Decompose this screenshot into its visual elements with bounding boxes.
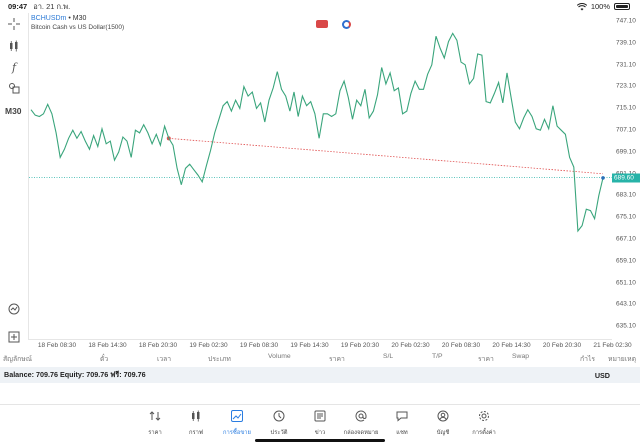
tab-quotes[interactable]: ราคา bbox=[138, 409, 172, 437]
table-column-header[interactable]: Swap bbox=[512, 353, 530, 360]
y-tick-label: 731.10 bbox=[616, 61, 636, 68]
home-indicator bbox=[255, 439, 385, 442]
table-column-header[interactable]: ราคา bbox=[478, 356, 494, 363]
tab-label: กราฟ bbox=[189, 430, 203, 436]
new-order-icon[interactable] bbox=[6, 329, 22, 345]
balance-text: Balance: 709.76 Equity: 709.76 ฟรี: 709.… bbox=[4, 369, 146, 379]
y-tick-label: 699.10 bbox=[616, 148, 636, 156]
one-click-trade-icon[interactable] bbox=[316, 20, 328, 28]
price-axis: 747.10 739.10 731.10 723.10 715.10 707.10 699.… bbox=[612, 13, 640, 340]
indicators-icon[interactable] bbox=[6, 38, 22, 54]
tab-trade[interactable]: การซื้อขาย bbox=[220, 409, 254, 437]
table-column-header[interactable]: T/P bbox=[432, 353, 443, 360]
x-tick-label: 20 Feb 14:30 bbox=[492, 342, 531, 349]
x-tick-label: 18 Feb 14:30 bbox=[88, 342, 127, 349]
y-tick-label: 635.10 bbox=[616, 322, 636, 330]
y-tick-label: 643.10 bbox=[616, 300, 636, 308]
chat-icon bbox=[395, 409, 409, 423]
history-icon bbox=[272, 409, 286, 423]
quick-trade-icon[interactable] bbox=[6, 301, 22, 317]
account-icon bbox=[436, 409, 450, 423]
status-date: อา. 21 ก.พ. bbox=[33, 1, 71, 11]
table-column-header[interactable]: ประเภท bbox=[208, 356, 231, 363]
tab-label: ราคา bbox=[148, 430, 162, 436]
y-tick-label: 659.10 bbox=[616, 257, 636, 265]
y-tick-label: 707.10 bbox=[616, 126, 636, 134]
y-tick-label: 675.10 bbox=[616, 213, 636, 221]
account-summary-row: Balance: 709.76 Equity: 709.76 ฟรี: 709.… bbox=[0, 367, 640, 383]
table-column-header[interactable]: S/L bbox=[383, 353, 394, 360]
settings-icon bbox=[477, 409, 491, 423]
tab-chat[interactable]: แชท bbox=[385, 409, 419, 437]
x-tick-label: 21 Feb 02:30 bbox=[593, 342, 632, 349]
y-tick-label: 715.10 bbox=[616, 104, 636, 112]
candles-icon bbox=[189, 409, 203, 423]
x-tick-label: 19 Feb 02:30 bbox=[189, 342, 228, 349]
y-tick-label: 739.10 bbox=[616, 39, 636, 47]
x-tick-label: 19 Feb 14:30 bbox=[290, 342, 329, 349]
chart-symbol: BCHUSDm bbox=[31, 15, 67, 22]
tab-label: การซื้อขาย bbox=[223, 430, 251, 436]
table-column-header[interactable]: เวลา bbox=[157, 356, 172, 363]
table-column-header[interactable]: ตั๋ว bbox=[100, 356, 109, 363]
chart-description: Bitcoin Cash vs US Dollar(1500) bbox=[31, 24, 125, 31]
tab-mailbox[interactable]: กล่องจดหมาย bbox=[344, 409, 378, 437]
tab-settings[interactable]: การตั้งค่า bbox=[467, 409, 501, 437]
y-tick-label: 667.10 bbox=[616, 235, 636, 243]
account-currency: USD bbox=[594, 370, 610, 380]
table-column-header[interactable]: กำไร bbox=[580, 356, 596, 363]
price-series-line bbox=[30, 32, 604, 233]
status-bar: 09:47 อา. 21 ก.พ. 100% bbox=[0, 0, 640, 13]
chart-symbol-line: BCHUSDm • M30 bbox=[31, 15, 87, 22]
trade-icon bbox=[230, 409, 244, 423]
last-price-point bbox=[601, 176, 605, 180]
tab-label: บัญชี bbox=[436, 430, 450, 436]
status-time: 09:47 bbox=[8, 2, 28, 11]
battery-percent: 100% bbox=[590, 2, 610, 11]
x-tick-label: 20 Feb 08:30 bbox=[441, 342, 481, 349]
tab-label: ข่าว bbox=[314, 430, 326, 436]
mailbox-icon bbox=[354, 409, 368, 423]
tab-account[interactable]: บัญชี bbox=[426, 409, 460, 437]
current-price-tag: 689.60 bbox=[612, 173, 640, 183]
time-axis: 18 Feb 08:30 18 Feb 14:30 18 Feb 20:30 19 F… bbox=[28, 342, 632, 352]
x-tick-label: 18 Feb 08:30 bbox=[37, 342, 77, 349]
tab-history[interactable]: ประวัติ bbox=[262, 409, 296, 437]
crosshair-icon[interactable] bbox=[6, 16, 22, 32]
table-column-header[interactable]: หมายเหตุ bbox=[608, 356, 636, 363]
timeframe-button[interactable]: M30 bbox=[5, 106, 22, 116]
table-column-header[interactable]: สัญลักษณ์ bbox=[3, 356, 33, 363]
wifi-icon bbox=[576, 2, 587, 10]
chart-plot bbox=[29, 32, 613, 233]
table-column-header[interactable]: ราคา bbox=[329, 356, 345, 363]
y-tick-label: 651.10 bbox=[616, 279, 636, 286]
chart-toolbar: f M30 bbox=[0, 13, 28, 343]
bottom-tab-bar: ราคา กราฟ การซื้อขาย ประวัติ ข่าว กล่องจดหมาย… bbox=[0, 404, 640, 447]
x-tick-label: 20 Feb 02:30 bbox=[391, 342, 430, 349]
x-tick-label: 19 Feb 20:30 bbox=[340, 342, 380, 349]
trade-table-header: สัญลักษณ์ ตั๋ว เวลา ประเภท Volume ราคา S/L T/P ร… bbox=[0, 353, 640, 365]
tab-candles[interactable]: กราฟ bbox=[179, 409, 213, 437]
objects-icon[interactable] bbox=[6, 80, 22, 96]
tab-label: กล่องจดหมาย bbox=[343, 430, 379, 436]
market-session-icon bbox=[342, 20, 351, 29]
quotes-icon bbox=[148, 409, 162, 423]
tab-label: ประวัติ bbox=[270, 430, 288, 436]
price-chart[interactable]: BCHUSDm • M30 Bitcoin Cash vs US Dollar(… bbox=[28, 13, 613, 340]
y-tick-label: 747.10 bbox=[616, 17, 636, 25]
x-tick-label: 18 Feb 20:30 bbox=[138, 342, 178, 349]
trendline[interactable] bbox=[168, 137, 604, 175]
y-tick-label: 683.10 bbox=[616, 191, 636, 199]
function-icon[interactable]: f bbox=[11, 60, 17, 74]
battery-icon bbox=[614, 3, 630, 10]
tab-label: การตั้งค่า bbox=[472, 430, 496, 436]
table-column-header[interactable]: Volume bbox=[268, 353, 291, 360]
tab-label: แชท bbox=[396, 430, 408, 436]
x-tick-label: 19 Feb 08:30 bbox=[239, 342, 279, 349]
news-icon bbox=[313, 409, 327, 423]
y-tick-label: 723.10 bbox=[616, 82, 636, 90]
tab-news[interactable]: ข่าว bbox=[303, 409, 337, 437]
x-tick-label: 20 Feb 20:30 bbox=[542, 342, 582, 349]
chart-timeframe: M30 bbox=[72, 15, 87, 22]
